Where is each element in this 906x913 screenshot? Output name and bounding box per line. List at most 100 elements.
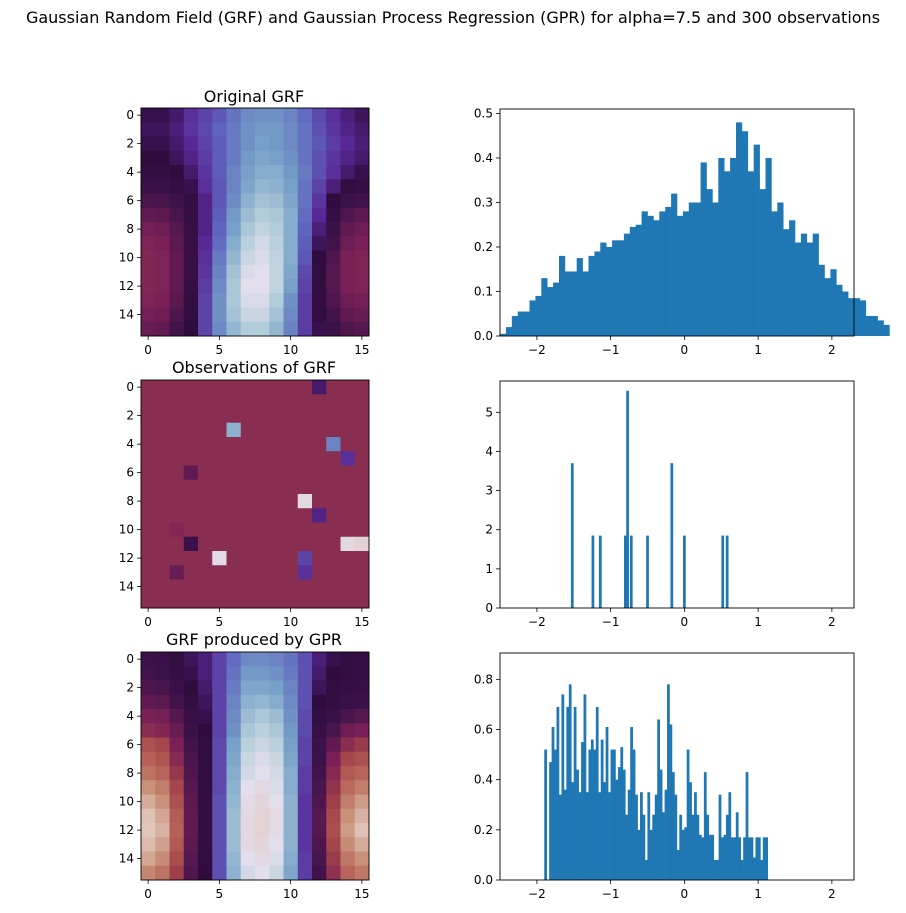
observations-ytick-label: 8 xyxy=(126,494,134,508)
original-grf-cell xyxy=(269,279,284,294)
gpr-grf-cell xyxy=(354,709,370,724)
observations-cell xyxy=(312,394,327,409)
gpr-grf-cell xyxy=(155,865,170,881)
observations-cell xyxy=(312,380,327,395)
original-grf-cell xyxy=(297,321,313,337)
observations-cell xyxy=(141,579,156,595)
gpr-hist-bar xyxy=(662,812,665,880)
gpr-hist-bar xyxy=(605,726,609,880)
original-grf-cell xyxy=(155,136,170,152)
observations-cell xyxy=(354,451,370,466)
gpr-hist-bar xyxy=(760,859,764,880)
gpr-grf-cell xyxy=(354,808,370,824)
original-grf-cell xyxy=(183,264,199,280)
original-grf-cell xyxy=(297,264,313,280)
gpr-grf-cell xyxy=(155,766,170,781)
gpr-grf-cell xyxy=(169,794,185,810)
observations-cell xyxy=(297,494,313,509)
gpr-grf-cell xyxy=(283,709,299,724)
gpr-grf-xtick-label: 10 xyxy=(283,887,298,901)
observations-cell xyxy=(141,408,156,424)
original-grf-cell xyxy=(354,207,370,223)
gpr-grf-cell xyxy=(141,837,156,852)
observations-cell xyxy=(141,565,156,580)
gpr-hist-bar xyxy=(652,814,656,880)
observations-hist-bar xyxy=(591,535,595,608)
gpr-grf-cell xyxy=(183,865,199,881)
gpr-grf-cell xyxy=(326,780,341,795)
observations-cell xyxy=(326,565,341,580)
observations-cell xyxy=(212,551,227,566)
original-grf-cell xyxy=(240,222,256,237)
original-grf-cell xyxy=(283,321,299,337)
gpr-hist-bar xyxy=(743,837,746,880)
observations-cell xyxy=(255,551,270,566)
original-grf-cell xyxy=(169,250,185,266)
gpr-hist-bar xyxy=(745,772,749,880)
gpr-grf-cell xyxy=(169,694,185,710)
observations-hist-ytick-label: 2 xyxy=(485,523,493,537)
original-grf-cell xyxy=(141,264,156,280)
observations-cell xyxy=(283,422,299,438)
observations-cell xyxy=(240,380,256,395)
observations-hist-bar xyxy=(670,463,674,608)
observations-hist-ytick-label: 4 xyxy=(485,444,493,458)
observations-cell xyxy=(340,479,356,495)
gpr-hist-bar xyxy=(588,749,592,880)
original-hist-frame xyxy=(499,108,855,337)
original-grf-cell xyxy=(269,236,284,251)
original-grf-cell xyxy=(169,108,185,123)
original-grf-cell xyxy=(240,236,256,251)
gpr-grf-cell xyxy=(283,865,299,881)
gpr-grf-cell xyxy=(226,723,242,738)
observations-cell xyxy=(255,593,270,609)
original-grf-cell xyxy=(240,279,256,294)
observations-ytick-label: 2 xyxy=(126,409,134,423)
gpr-grf-cell xyxy=(312,808,327,824)
gpr-hist-bar xyxy=(701,837,705,880)
observations-cell xyxy=(169,380,185,395)
gpr-grf-cell xyxy=(283,851,299,867)
gpr-grf-cell xyxy=(326,766,341,781)
original-grf-cell xyxy=(141,207,156,223)
observations-cell xyxy=(240,522,256,538)
observations-cell xyxy=(226,536,242,552)
gpr-grf-cell xyxy=(240,823,256,838)
gpr-grf-cell xyxy=(269,737,284,753)
gpr-grf-cell xyxy=(183,709,199,724)
original-grf-ytick-label: 2 xyxy=(126,137,134,151)
observations-cell xyxy=(269,465,284,481)
gpr-hist-bar xyxy=(561,694,565,880)
gpr-hist-bar xyxy=(740,859,744,880)
gpr-grf-cell xyxy=(240,794,256,810)
observations-cell xyxy=(354,479,370,495)
original-grf-cell xyxy=(312,207,327,223)
original-hist-bar xyxy=(759,189,766,336)
gpr-hist-bar xyxy=(723,834,727,880)
original-grf-cell xyxy=(326,207,341,223)
observations-cell xyxy=(354,508,370,523)
original-grf-cell xyxy=(326,222,341,237)
original-hist-bar xyxy=(553,282,560,336)
gpr-grf-cell xyxy=(312,766,327,781)
original-hist-bar xyxy=(854,298,861,336)
gpr-grf-ytick-label: 4 xyxy=(126,709,134,723)
original-grf-cell xyxy=(155,236,170,251)
gpr-grf-cell xyxy=(255,808,270,824)
gpr-grf-cell xyxy=(183,737,199,753)
observations-cell xyxy=(255,422,270,438)
original-grf-cell xyxy=(326,150,341,166)
gpr-grf-cell xyxy=(198,808,213,824)
observations-cell xyxy=(269,494,284,509)
original-grf-cell xyxy=(354,307,370,323)
original-hist-xtick-label: 1 xyxy=(754,343,762,357)
original-grf-cell xyxy=(340,321,356,337)
gpr-grf-cell xyxy=(340,666,356,681)
original-grf-cell xyxy=(155,321,170,337)
observations-histogram: −2 −1 0 1 2 0 1 2 3 4 5 xyxy=(485,380,855,629)
original-grf-ytick-label: 14 xyxy=(119,308,134,322)
original-grf-cell xyxy=(212,321,227,337)
observations-cell xyxy=(198,451,213,466)
gpr-hist-bar xyxy=(620,747,624,880)
original-hist-bar xyxy=(671,193,678,336)
